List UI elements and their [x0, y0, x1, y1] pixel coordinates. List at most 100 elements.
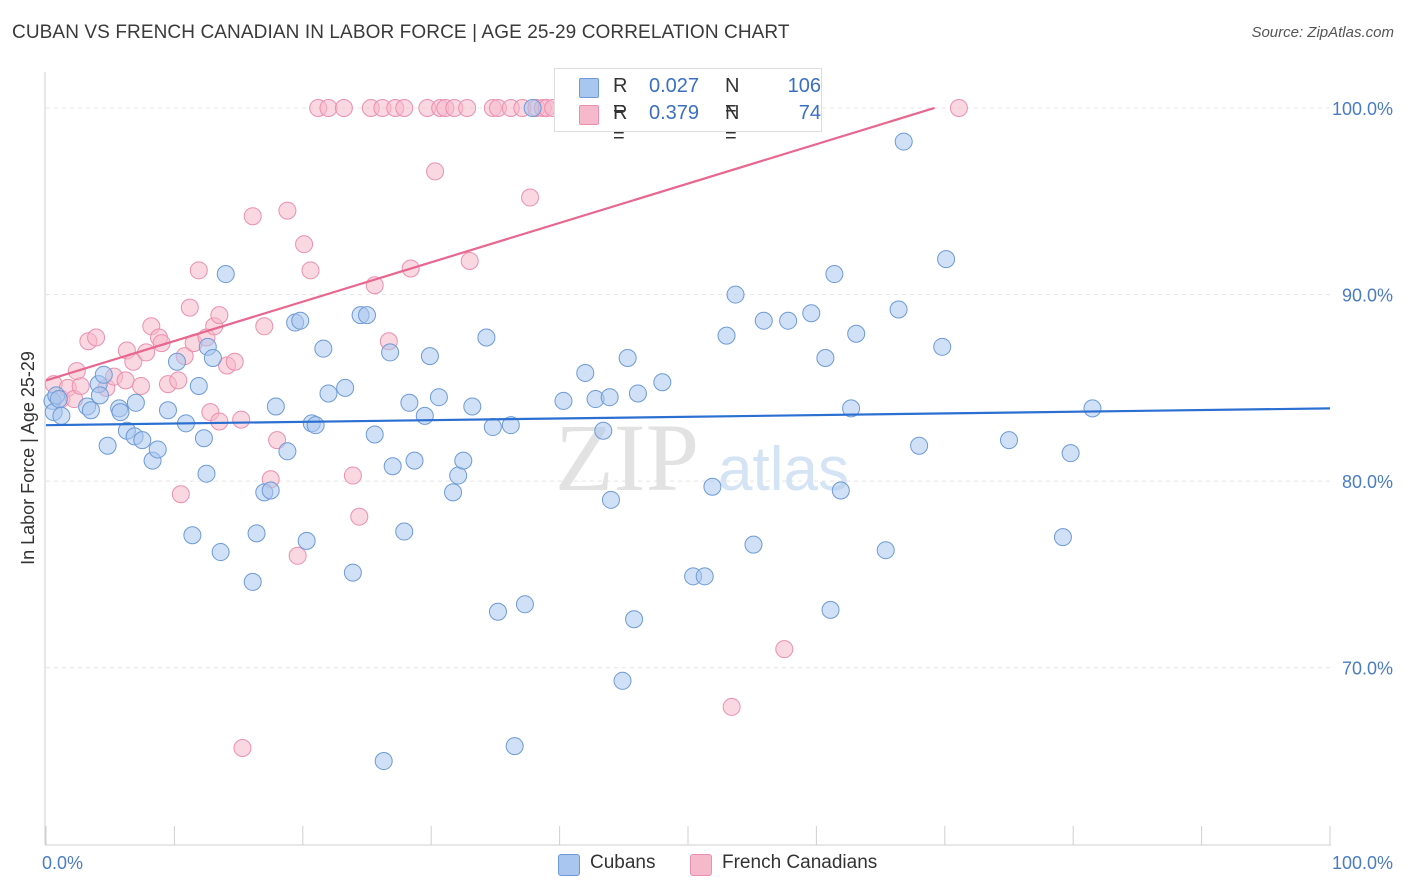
data-point: [278, 442, 297, 461]
data-point: [910, 436, 929, 455]
x-tick-labels: 0.0% 100.0%: [42, 853, 1393, 873]
data-point: [319, 384, 338, 403]
n-label: N =: [725, 75, 740, 120]
data-point: [1053, 528, 1072, 547]
data-point: [216, 265, 235, 284]
data-point: [261, 481, 280, 500]
zipatlas-watermark: ZIP atlas: [555, 404, 849, 511]
data-point: [189, 261, 208, 280]
data-point: [703, 477, 722, 496]
data-point: [576, 363, 595, 382]
data-point: [301, 261, 320, 280]
data-point: [278, 201, 297, 220]
data-point: [183, 526, 202, 545]
data-point: [167, 352, 186, 371]
data-point: [594, 421, 613, 440]
cubans-legend-swatch: [558, 854, 580, 876]
data-point: [268, 431, 287, 450]
data-point: [374, 752, 393, 771]
data-point: [628, 384, 647, 403]
data-point: [126, 393, 145, 412]
data-point: [266, 397, 285, 416]
data-point: [358, 306, 376, 325]
data-point: [169, 371, 188, 390]
data-point: [847, 324, 866, 343]
data-point: [825, 265, 844, 284]
data-point: [625, 610, 644, 629]
data-point: [460, 251, 479, 270]
data-point: [132, 377, 151, 395]
data-point: [343, 466, 362, 485]
data-point: [449, 466, 468, 485]
data-point: [463, 397, 482, 416]
data-point: [1000, 431, 1018, 450]
cuban-points: [43, 98, 1102, 771]
data-point: [1083, 399, 1102, 418]
data-point: [94, 365, 113, 384]
data-point: [400, 393, 419, 412]
data-point: [415, 406, 434, 425]
data-point: [454, 451, 473, 470]
data-point: [133, 431, 152, 450]
data-point: [405, 451, 424, 470]
data-point: [211, 543, 230, 562]
data-point: [350, 507, 369, 526]
data-point: [98, 436, 117, 455]
chart-title: CUBAN VS FRENCH CANADIAN IN LABOR FORCE …: [12, 22, 790, 43]
data-point: [429, 388, 448, 407]
cubans-trend-line: [45, 407, 1331, 427]
data-point: [71, 377, 90, 395]
data-point: [194, 429, 213, 448]
data-point: [949, 98, 968, 117]
data-point: [523, 98, 542, 117]
french-trend-line: [45, 106, 935, 382]
data-point: [343, 563, 362, 582]
data-point: [477, 328, 496, 347]
data-point: [501, 416, 520, 435]
x-tick-label: 100.0%: [1332, 853, 1393, 873]
data-point: [233, 738, 252, 757]
data-point: [613, 671, 632, 690]
data-point: [203, 349, 222, 368]
data-point: [49, 390, 68, 409]
data-point: [381, 343, 400, 362]
data-point: [653, 373, 672, 392]
data-point: [180, 298, 199, 317]
data-point: [189, 377, 208, 395]
data-point: [722, 697, 741, 716]
data-point: [726, 285, 745, 304]
cubans-swatch: [579, 78, 599, 98]
data-point: [319, 98, 338, 117]
r-label: R =: [613, 75, 628, 120]
data-point: [314, 339, 333, 358]
data-point: [458, 98, 477, 117]
trend-lines: [45, 106, 1331, 427]
data-point: [210, 412, 229, 431]
data-point: [291, 311, 310, 330]
data-point: [383, 457, 402, 476]
data-point: [395, 522, 414, 541]
data-point: [554, 391, 573, 410]
data-point: [779, 311, 798, 330]
data-point: [505, 737, 524, 756]
data-point: [148, 440, 167, 459]
data-point: [444, 483, 463, 502]
data-point: [842, 399, 861, 418]
data-point: [937, 250, 956, 269]
data-point: [775, 640, 794, 659]
data-point: [334, 98, 353, 117]
data-point: [744, 535, 763, 554]
data-point: [802, 304, 821, 323]
source-label: Source: ZipAtlas.com: [1251, 24, 1394, 41]
data-point: [420, 347, 439, 366]
data-point: [695, 567, 714, 586]
data-point: [295, 235, 314, 254]
data-point: [87, 328, 106, 347]
n-label: N =: [725, 102, 740, 147]
data-point: [90, 386, 109, 405]
data-point: [816, 349, 835, 368]
data-point: [52, 406, 71, 425]
stats-legend: R = 0.027 N = 106 R = 0.379 N = 74: [554, 68, 822, 147]
data-point: [171, 485, 190, 504]
data-point: [232, 410, 251, 429]
